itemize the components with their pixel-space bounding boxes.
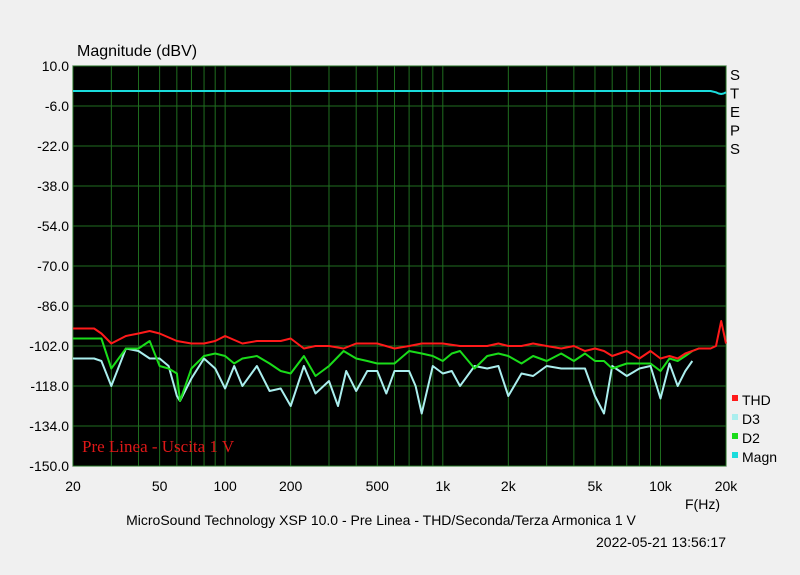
y-tick-label: -38.0 bbox=[37, 178, 69, 194]
x-tick-label: 100 bbox=[213, 478, 237, 494]
footer-timestamp: 2022-05-21 13:56:17 bbox=[596, 534, 726, 550]
x-tick-label: 20k bbox=[715, 478, 739, 494]
y-axis-label: Magnitude (dBV) bbox=[77, 43, 197, 60]
y-tick-label: -134.0 bbox=[29, 418, 69, 434]
legend: THD D3 D2 Magn bbox=[732, 392, 777, 465]
series-line-magn bbox=[73, 90, 727, 95]
legend-swatch-magn bbox=[732, 452, 738, 458]
steps-letter: S bbox=[730, 141, 740, 158]
series-line-thd bbox=[73, 320, 727, 360]
legend-swatch-d2 bbox=[732, 433, 738, 439]
legend-label-d3: D3 bbox=[742, 411, 760, 427]
x-tick-label: 5k bbox=[588, 478, 604, 494]
x-tick-label: 500 bbox=[366, 478, 390, 494]
y-tick-label: -102.0 bbox=[29, 338, 69, 354]
y-tick-label: -118.0 bbox=[30, 378, 69, 394]
y-tick-label: -54.0 bbox=[37, 218, 69, 234]
y-tick-label: -86.0 bbox=[37, 298, 69, 314]
x-tick-labels: 20 50 100 200 500 1k 2k 5k 10k 20k bbox=[65, 478, 738, 494]
x-tick-label: 50 bbox=[152, 478, 168, 494]
y-tick-label: 10.0 bbox=[42, 58, 69, 74]
series-line-d2 bbox=[73, 337, 705, 402]
y-tick-label: -70.0 bbox=[37, 258, 69, 274]
x-tick-label: 10k bbox=[649, 478, 673, 494]
y-tick-label: -150.0 bbox=[29, 458, 69, 474]
legend-label-magn: Magn bbox=[742, 449, 777, 465]
x-axis-label: F(Hz) bbox=[685, 496, 720, 512]
steps-letter: E bbox=[730, 104, 740, 121]
steps-letter: S bbox=[730, 67, 740, 84]
annotation-text: Pre Linea - Uscita 1 V bbox=[82, 437, 235, 456]
legend-swatch-thd bbox=[732, 395, 738, 401]
legend-swatch-d3 bbox=[732, 414, 738, 420]
series-lines bbox=[73, 90, 727, 415]
x-tick-label: 20 bbox=[65, 478, 81, 494]
legend-label-d2: D2 bbox=[742, 430, 760, 446]
x-tick-label: 1k bbox=[435, 478, 451, 494]
x-tick-label: 2k bbox=[501, 478, 517, 494]
y-tick-label: -22.0 bbox=[37, 138, 69, 154]
y-tick-label: -6.0 bbox=[45, 98, 69, 114]
legend-label-thd: THD bbox=[742, 392, 771, 408]
y-tick-labels: 10.0 -6.0 -22.0 -38.0 -54.0 -70.0 -86.0 -102.0 -… bbox=[29, 58, 69, 474]
steps-letter: T bbox=[730, 86, 739, 103]
steps-letter: P bbox=[730, 123, 740, 140]
x-tick-label: 200 bbox=[279, 478, 303, 494]
footer-title: MicroSound Technology XSP 10.0 - Pre Lin… bbox=[126, 512, 636, 528]
grid bbox=[72, 65, 727, 467]
